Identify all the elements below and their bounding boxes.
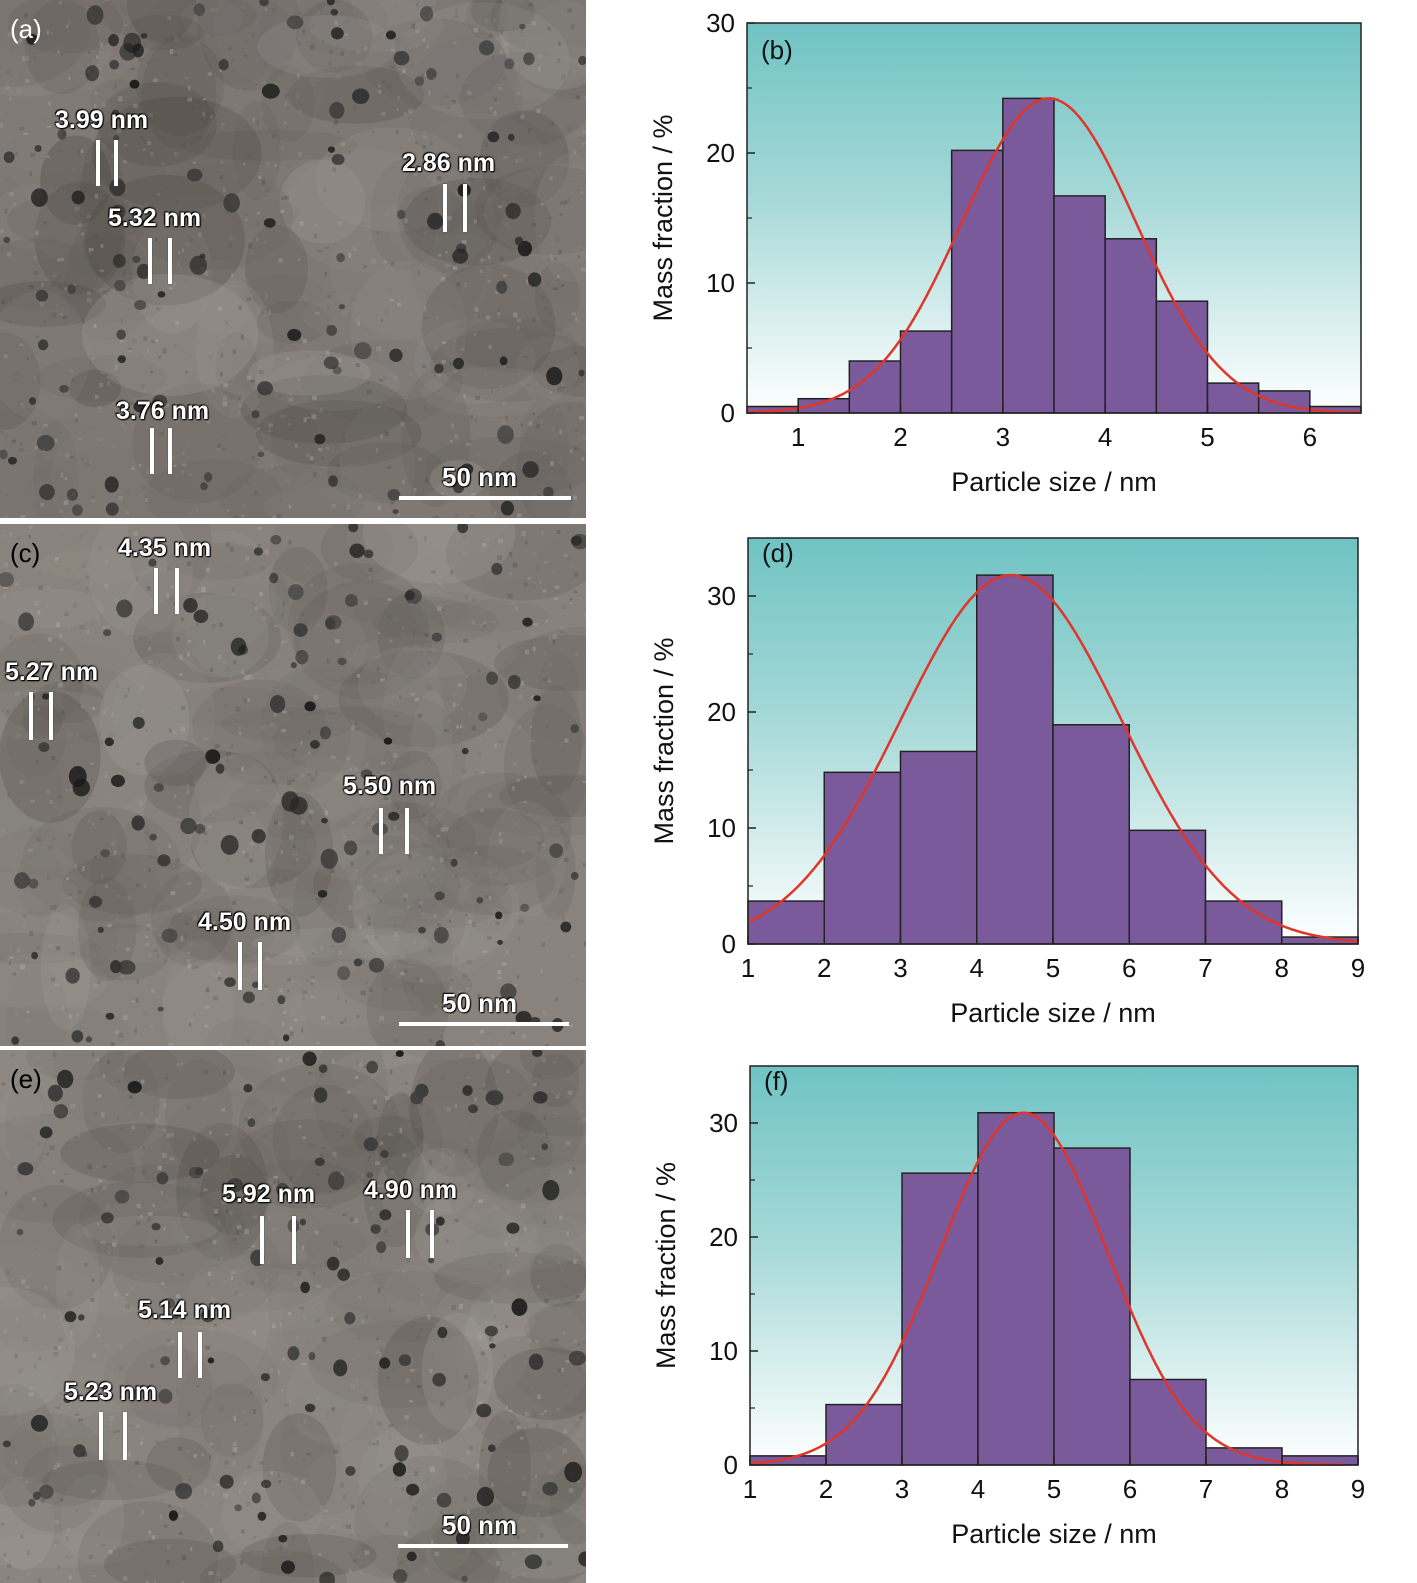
panel-label: (d) — [762, 538, 794, 568]
tem-image-a: (a) 3.99 nm 2.86 nm 5.32 nm 3.76 nm 50 n… — [0, 0, 586, 518]
scale-bar — [398, 1544, 568, 1548]
x-tick-label: 3 — [895, 1474, 909, 1504]
y-tick-label: 10 — [707, 813, 736, 843]
histogram-bar — [1129, 1378, 1207, 1466]
x-axis-label: Particle size / nm — [950, 998, 1156, 1028]
histogram-bar — [1206, 382, 1260, 414]
histogram-bar — [747, 900, 825, 945]
scale-bar — [399, 1022, 569, 1026]
y-tick-label: 30 — [706, 8, 735, 38]
panel-label: (f) — [764, 1066, 789, 1096]
y-tick-label: 20 — [709, 1222, 738, 1252]
y-axis-label: Mass fraction / % — [649, 637, 679, 844]
histogram-bar — [823, 771, 902, 945]
histogram-bar — [950, 149, 1004, 414]
scale-bar-label: 50 nm — [442, 462, 518, 492]
histogram-bar — [976, 574, 1054, 945]
y-axis-label: Mass fraction / % — [648, 114, 678, 321]
histogram-b: 1 2 3 4 5 6 0 10 20 30 (b) Particle size / nm Mass f… — [648, 8, 1362, 497]
x-tick-label: 9 — [1351, 953, 1365, 983]
gaussian-fit-curve — [749, 1111, 1343, 1467]
tem-image-c: (c) 4.35 nm 5.27 nm 5.50 nm 4.50 nm 50 n… — [0, 524, 586, 1046]
histogram-d: 1 2 3 4 5 6 7 8 9 0 10 20 30 (d) Particle size / nm Mas… — [649, 537, 1365, 1028]
measurement-label: 2.86 nm — [402, 149, 496, 177]
tem-micrograph-c — [0, 524, 586, 1046]
x-tick-label: 2 — [893, 422, 907, 452]
histogram-bar — [1002, 97, 1055, 414]
histogram-bar — [1155, 300, 1209, 414]
scale-bar-label: 50 nm — [442, 988, 518, 1018]
y-tick-label: 0 — [722, 929, 736, 959]
y-tick-label: 10 — [706, 268, 735, 298]
histogram-bar — [977, 1111, 1055, 1466]
x-tick-label: 1 — [741, 953, 755, 983]
measurement-label: 4.90 nm — [364, 1176, 458, 1204]
tem-micrograph-a — [0, 0, 586, 518]
x-tick-label: 5 — [1047, 1474, 1061, 1504]
x-tick-label: 8 — [1275, 953, 1289, 983]
measurement-label: 5.32 nm — [108, 204, 202, 232]
histogram-f: 1 2 3 4 5 6 7 8 9 0 10 20 30 (f) Particle size / nm Mas… — [651, 1065, 1365, 1549]
x-tick-label: 6 — [1303, 422, 1317, 452]
x-tick-label: 5 — [1046, 953, 1060, 983]
histogram-bar — [1052, 724, 1130, 945]
x-tick-label: 3 — [893, 953, 907, 983]
histogram-bar — [1053, 1147, 1131, 1466]
x-axis-label: Particle size / nm — [951, 1519, 1157, 1549]
y-tick-label: 0 — [724, 1450, 738, 1480]
x-tick-label: 2 — [817, 953, 831, 983]
x-axis-label: Particle size / nm — [951, 467, 1157, 497]
y-tick-label: 30 — [709, 1108, 738, 1138]
y-tick-label: 10 — [709, 1336, 738, 1366]
measurement-label: 4.50 nm — [198, 908, 292, 936]
histogram-bar — [1104, 238, 1158, 414]
x-tick-label: 6 — [1123, 1474, 1137, 1504]
x-tick-label: 2 — [819, 1474, 833, 1504]
gaussian-fit-curve — [747, 97, 1362, 414]
y-axis-label: Mass fraction / % — [651, 1162, 681, 1369]
x-tick-label: 4 — [1098, 422, 1112, 452]
panel-label: (b) — [761, 35, 793, 65]
measurement-label: 5.27 nm — [5, 658, 99, 686]
y-tick-label: 0 — [721, 398, 735, 428]
tem-micrograph-e — [0, 1050, 586, 1583]
scale-bar-label: 50 nm — [442, 1510, 518, 1540]
panel-label-a: (a) — [10, 14, 42, 44]
panel-label-e: (e) — [10, 1064, 42, 1094]
x-tick-label: 6 — [1122, 953, 1136, 983]
x-tick-label: 9 — [1351, 1474, 1365, 1504]
histogram-bar — [1204, 900, 1283, 945]
histogram-bar — [899, 750, 978, 945]
x-tick-label: 7 — [1198, 953, 1212, 983]
x-tick-label: 8 — [1275, 1474, 1289, 1504]
measurement-label: 3.99 nm — [55, 106, 149, 134]
x-tick-label: 4 — [971, 1474, 985, 1504]
measurement-label: 5.92 nm — [222, 1180, 316, 1208]
gaussian-fit-curve — [747, 573, 1359, 943]
x-tick-label: 5 — [1200, 422, 1214, 452]
histogram-bar — [1128, 829, 1207, 945]
histogram-bar — [1205, 1447, 1283, 1466]
tem-image-e: (e) 5.92 nm 4.90 nm 5.14 nm 5.23 nm 50 n… — [0, 1050, 586, 1583]
histogram-bar — [899, 330, 953, 414]
x-tick-label: 3 — [996, 422, 1010, 452]
histogram-bar — [901, 1172, 979, 1466]
scale-bar — [399, 496, 571, 500]
panel-label-c: (c) — [10, 538, 41, 568]
measurement-label: 5.14 nm — [138, 1296, 232, 1324]
x-tick-label: 4 — [970, 953, 984, 983]
y-tick-label: 30 — [707, 581, 736, 611]
histogram-bar — [1053, 195, 1106, 414]
measurement-label: 5.50 nm — [343, 772, 437, 800]
measurement-label: 4.35 nm — [118, 534, 212, 562]
measurement-label: 3.76 nm — [116, 397, 210, 425]
x-tick-label: 7 — [1199, 1474, 1213, 1504]
y-tick-label: 20 — [706, 138, 735, 168]
y-tick-label: 20 — [707, 697, 736, 727]
measurement-label: 5.23 nm — [64, 1378, 158, 1406]
x-tick-label: 1 — [791, 422, 805, 452]
x-tick-label: 1 — [743, 1474, 757, 1504]
